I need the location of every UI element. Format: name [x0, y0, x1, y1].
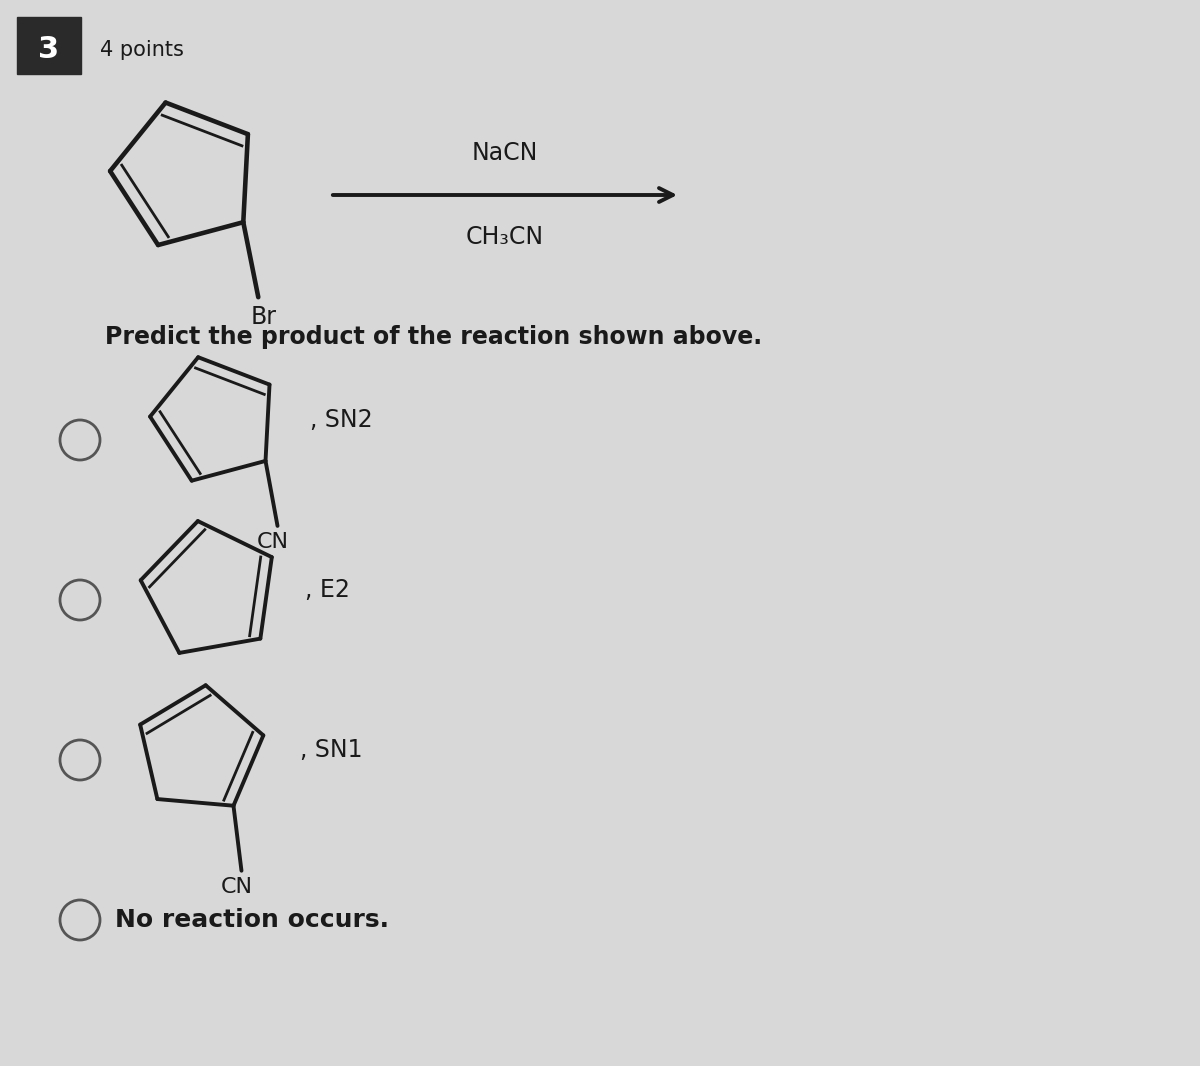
Text: Br: Br: [251, 305, 276, 329]
Text: 3: 3: [38, 35, 60, 65]
Text: NaCN: NaCN: [472, 141, 538, 165]
Text: , SN1: , SN1: [300, 738, 362, 762]
FancyBboxPatch shape: [17, 17, 82, 74]
Text: 4 points: 4 points: [100, 41, 184, 60]
Text: , E2: , E2: [305, 578, 350, 602]
Text: , SN2: , SN2: [310, 408, 373, 432]
Text: No reaction occurs.: No reaction occurs.: [115, 908, 389, 932]
Text: Predict the product of the reaction shown above.: Predict the product of the reaction show…: [106, 325, 762, 349]
Text: CN: CN: [221, 876, 252, 897]
Text: CN: CN: [257, 532, 288, 552]
Text: CH₃CN: CH₃CN: [466, 225, 544, 249]
